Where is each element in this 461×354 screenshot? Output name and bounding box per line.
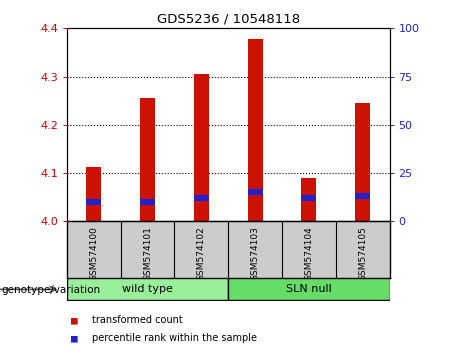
Bar xyxy=(301,195,316,201)
Text: genotype/variation: genotype/variation xyxy=(1,285,100,295)
Bar xyxy=(67,278,228,301)
Text: ■: ■ xyxy=(71,315,78,325)
Bar xyxy=(140,98,155,221)
Bar xyxy=(194,74,209,221)
Bar xyxy=(301,178,316,221)
Text: GSM574100: GSM574100 xyxy=(89,226,98,281)
Text: GSM574104: GSM574104 xyxy=(304,226,313,280)
Bar xyxy=(140,199,155,205)
Text: transformed count: transformed count xyxy=(92,315,183,325)
Text: GSM574103: GSM574103 xyxy=(251,226,260,281)
Bar xyxy=(248,39,263,221)
Text: GSM574101: GSM574101 xyxy=(143,226,152,281)
Title: GDS5236 / 10548118: GDS5236 / 10548118 xyxy=(157,13,300,26)
Text: wild type: wild type xyxy=(122,284,173,295)
Text: percentile rank within the sample: percentile rank within the sample xyxy=(92,333,257,343)
Bar xyxy=(86,167,101,221)
Bar xyxy=(228,278,390,301)
Bar xyxy=(355,193,370,199)
Text: GSM574105: GSM574105 xyxy=(358,226,367,281)
Text: ■: ■ xyxy=(71,333,78,343)
Bar xyxy=(86,199,101,205)
Text: GSM574102: GSM574102 xyxy=(197,226,206,280)
Text: SLN null: SLN null xyxy=(286,284,332,295)
Bar xyxy=(355,103,370,221)
Bar xyxy=(194,195,209,201)
Bar xyxy=(248,189,263,195)
